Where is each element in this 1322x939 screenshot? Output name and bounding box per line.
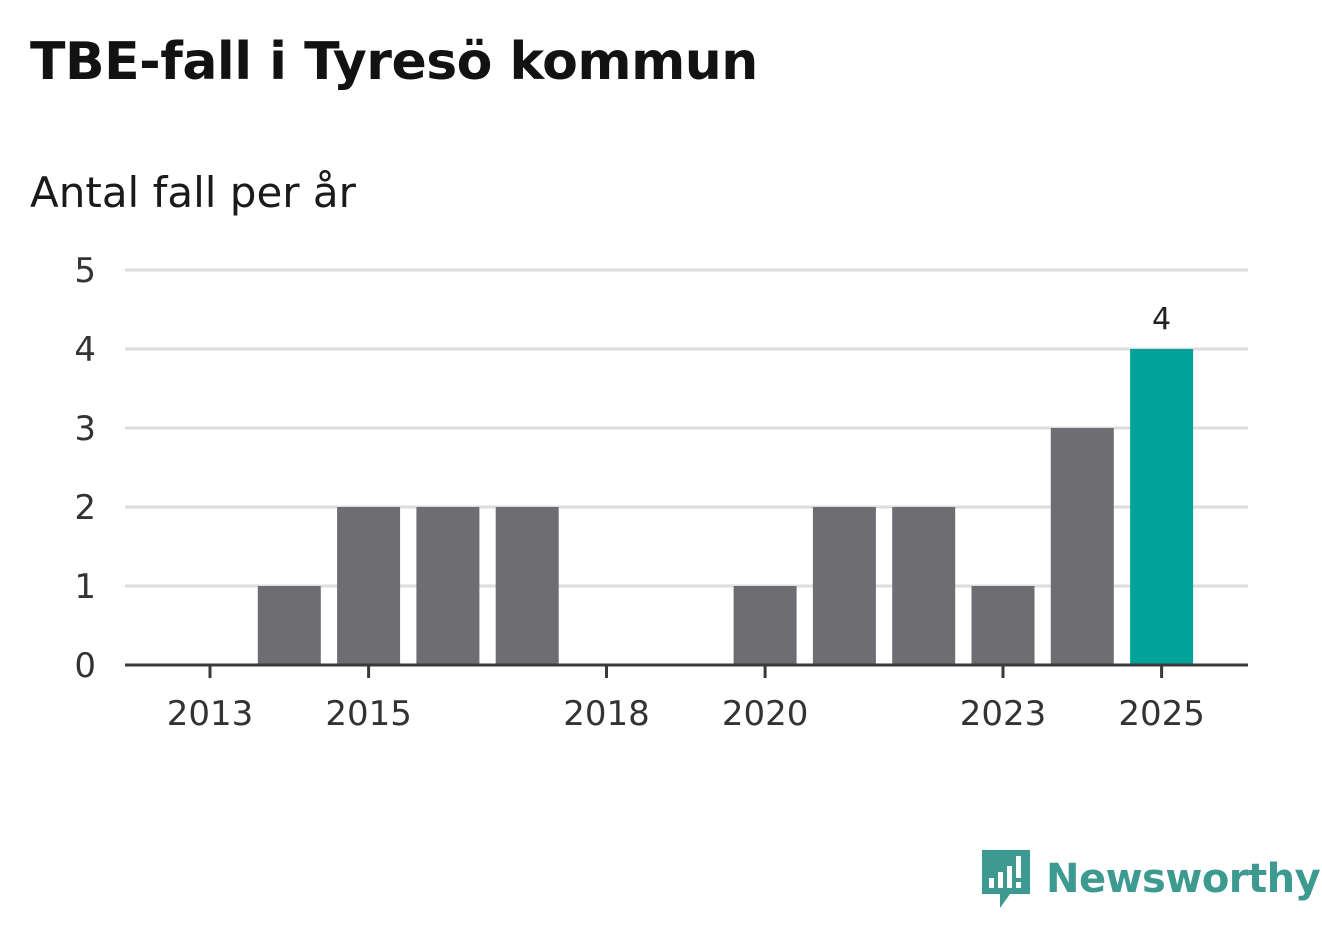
bar-2023 xyxy=(971,586,1035,665)
x-tick-label-2018: 2018 xyxy=(563,694,650,734)
y-tick-label-5: 5 xyxy=(74,251,96,291)
axes: 0 1 2 3 4 5 2013 2015 2018 2020 2023 2025 xyxy=(74,251,1248,734)
y-tick-label-3: 3 xyxy=(74,409,96,449)
bar-2021 xyxy=(812,507,876,665)
bar-2024 xyxy=(1050,428,1114,665)
x-tick-label-2015: 2015 xyxy=(325,694,412,734)
x-tick-label-2025: 2025 xyxy=(1118,694,1205,734)
x-tick-label-2020: 2020 xyxy=(722,694,809,734)
chart-title: TBE-fall i Tyresö kommun xyxy=(30,32,758,92)
bar-2025 xyxy=(1130,349,1194,665)
bar-2020 xyxy=(733,586,797,665)
y-tick-label-2: 2 xyxy=(74,488,96,528)
brand-logo: Newsworthy xyxy=(980,848,1321,910)
bar-2016 xyxy=(416,507,480,665)
data-label-2025: 4 xyxy=(1152,302,1171,337)
bar-2022 xyxy=(892,507,956,665)
brand-name: Newsworthy xyxy=(1046,856,1321,902)
newsworthy-logo-icon xyxy=(982,850,1030,908)
x-tick-label-2013: 2013 xyxy=(167,694,254,734)
bars xyxy=(257,349,1194,665)
bar-chart: 0 1 2 3 4 5 2013 2015 2018 2020 2023 2025 4 xyxy=(74,251,1248,734)
bar-2014 xyxy=(257,586,321,665)
bar-2017 xyxy=(495,507,559,665)
y-tick-label-1: 1 xyxy=(74,567,96,607)
y-tick-label-4: 4 xyxy=(74,330,96,370)
data-labels: 4 xyxy=(1152,302,1171,337)
chart-subtitle: Antal fall per år xyxy=(30,168,356,217)
bar-2015 xyxy=(337,507,401,665)
y-tick-label-0: 0 xyxy=(74,646,96,686)
x-tick-label-2023: 2023 xyxy=(960,694,1047,734)
